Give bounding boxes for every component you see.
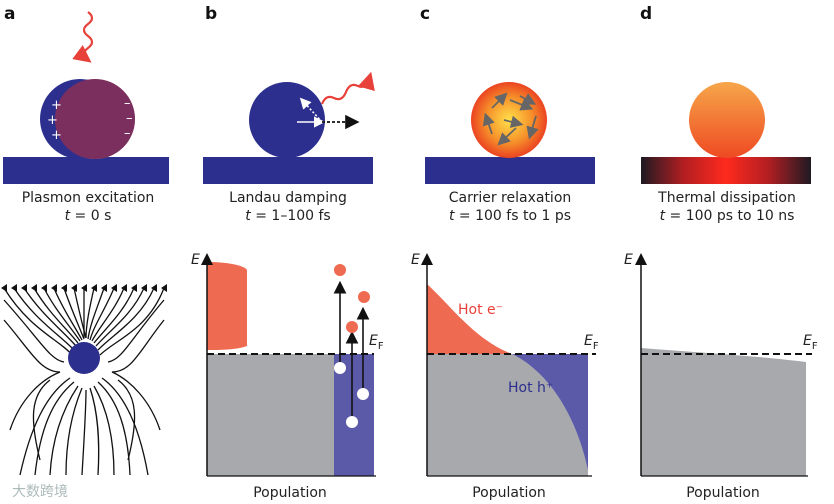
time-var-a: t — [64, 208, 71, 224]
substrate-a — [3, 157, 169, 184]
field-arrowheads — [1, 284, 167, 292]
fermi-label-d: EF — [803, 333, 818, 352]
population-axis-label-d: Population — [686, 485, 760, 501]
substrate-c — [425, 157, 595, 184]
occupied-states-c — [427, 354, 588, 476]
fermi-symbol-b: E — [369, 333, 378, 349]
nanoparticle-b — [249, 82, 325, 158]
caption-title-c: Carrier relaxation — [448, 190, 572, 206]
caption-title-b: Landau damping — [229, 190, 347, 206]
time-var-b: t — [245, 208, 251, 224]
panel-label-c: c — [420, 4, 431, 24]
hot-hole-label: Hot h⁺ — [508, 380, 554, 396]
panel-label-a: a — [4, 4, 16, 24]
hot-hole-region — [512, 354, 588, 470]
panel-label-b: b — [205, 4, 218, 24]
caption-d: Thermal dissipation t = 100 ps to 10 ns — [628, 189, 826, 225]
warm-nanoparticle — [689, 82, 765, 158]
energy-axis-label-c: E — [411, 252, 420, 268]
fermi-sub-b: F — [377, 340, 384, 352]
time-value-b: = 1–100 fs — [250, 208, 331, 224]
hole-region-b — [334, 354, 374, 476]
occupied-states-d — [641, 348, 806, 476]
caption-c: Carrier relaxation t = 100 fs to 1 ps — [412, 189, 608, 225]
minus-charge-1: – — [124, 96, 131, 111]
emitted-photon-wave — [320, 71, 375, 105]
heated-substrate — [641, 157, 811, 184]
population-axis-label-c: Population — [472, 485, 546, 501]
distribution-c — [421, 253, 596, 477]
fermi-sub-d: F — [811, 340, 818, 352]
energy-axis-label-d: E — [624, 252, 633, 268]
panel-a-illustration — [3, 11, 169, 184]
fermi-label-b: EF — [369, 333, 384, 352]
field-line-plot — [3, 287, 165, 476]
panel-b-illustration — [203, 71, 375, 184]
plus-charge-1: + — [51, 98, 62, 113]
fermi-label-c: EF — [584, 333, 599, 352]
plus-charge-3: + — [51, 128, 62, 143]
panel-label-d: d — [640, 4, 653, 24]
substrate-b — [203, 157, 373, 184]
time-value-d: = 100 ps to 10 ns — [665, 208, 795, 224]
caption-a: Plasmon excitation t = 0 s — [0, 189, 176, 225]
nanoparticle-field — [68, 342, 100, 374]
incident-light-wave — [72, 11, 94, 63]
watermark: 大数跨境 — [12, 484, 68, 500]
caption-title-a: Plasmon excitation — [21, 190, 155, 206]
energy-axis-label-b: E — [191, 252, 200, 268]
panel-c-illustration — [425, 82, 595, 184]
minus-charge-2: – — [126, 111, 133, 126]
fermi-symbol-c: E — [584, 333, 593, 349]
time-value-c: = 100 fs to 1 ps — [454, 208, 572, 224]
hot-electron-block — [207, 262, 247, 350]
time-value-a: = 0 s — [70, 208, 112, 224]
time-var-d: t — [659, 208, 666, 224]
time-var-c: t — [448, 208, 455, 224]
caption-b: Landau damping t = 1–100 fs — [198, 189, 378, 225]
hot-electron-region — [427, 284, 512, 354]
caption-title-d: Thermal dissipation — [658, 190, 796, 206]
distribution-d — [635, 253, 812, 477]
distribution-b — [201, 253, 376, 477]
occupied-states-b — [207, 354, 334, 476]
fermi-sub-c: F — [592, 340, 599, 352]
plus-charge-2: + — [47, 113, 58, 128]
hot-electron-label: Hot e⁻ — [458, 302, 504, 318]
minus-charge-3: – — [124, 126, 131, 141]
panel-d-illustration — [641, 82, 811, 184]
fermi-symbol-d: E — [803, 333, 812, 349]
population-axis-label-b: Population — [253, 485, 327, 501]
